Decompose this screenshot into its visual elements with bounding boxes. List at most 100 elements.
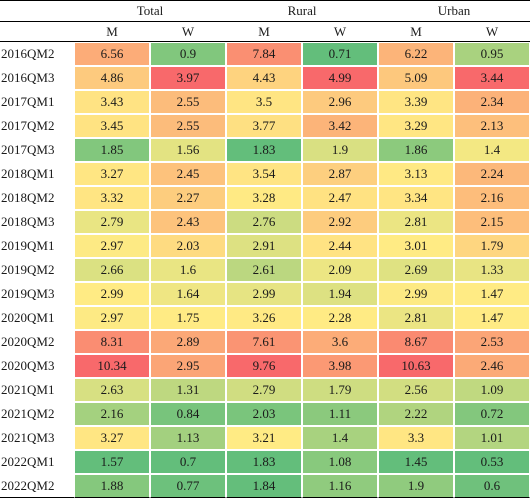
heatmap-cell: 1.16 bbox=[302, 474, 379, 498]
heatmap-cell: 2.56 bbox=[378, 378, 455, 402]
heatmap-cell: 0.7 bbox=[150, 450, 226, 474]
heatmap-cell: 2.91 bbox=[226, 234, 302, 258]
heatmap-cell: 1.47 bbox=[454, 306, 530, 330]
heatmap-cell: 2.09 bbox=[302, 258, 379, 282]
group-header-urban: Urban bbox=[378, 0, 530, 21]
group-header-row: Total Rural Urban bbox=[0, 0, 530, 21]
heatmap-cell: 3.29 bbox=[378, 114, 455, 138]
heatmap-cell: 2.92 bbox=[302, 210, 379, 234]
heatmap-cell: 3.21 bbox=[226, 426, 302, 450]
table-row: 2022QM1 1.57 0.7 1.83 1.08 1.45 0.53 bbox=[0, 450, 530, 474]
row-label: 2019QM2 bbox=[1, 262, 55, 277]
heatmap-cell: 7.61 bbox=[226, 330, 302, 354]
table-row: 2017QM2 3.45 2.55 3.77 3.42 3.29 2.13 bbox=[0, 114, 530, 138]
heatmap-cell: 1.85 bbox=[74, 138, 150, 162]
heatmap-cell: 2.79 bbox=[74, 210, 150, 234]
table-row: 2019QM1 2.97 2.03 2.91 2.44 3.01 1.79 bbox=[0, 234, 530, 258]
row-label: 2017QM1 bbox=[1, 94, 55, 109]
heatmap-cell: 2.55 bbox=[150, 114, 226, 138]
heatmap-cell: 3.34 bbox=[378, 186, 455, 210]
heatmap-cell: 3.44 bbox=[454, 66, 530, 90]
row-label: 2017QM3 bbox=[1, 142, 55, 157]
heatmap-cell: 4.86 bbox=[74, 66, 150, 90]
heatmap-cell: 3.43 bbox=[74, 90, 150, 114]
heatmap-cell: 2.45 bbox=[150, 162, 226, 186]
heatmap-cell: 1.84 bbox=[226, 474, 302, 498]
heatmap-cell: 8.67 bbox=[378, 330, 455, 354]
row-label: 2021QM3 bbox=[1, 430, 55, 445]
heatmap-cell: 1.86 bbox=[378, 138, 455, 162]
heatmap-cell: 3.42 bbox=[302, 114, 379, 138]
row-label: 2019QM1 bbox=[1, 238, 55, 253]
row-label: 2019QM3 bbox=[1, 286, 55, 301]
heatmap-cell: 3.5 bbox=[226, 90, 302, 114]
subgroup-header-rural-w: W bbox=[302, 21, 379, 42]
heatmap-cell: 1.75 bbox=[150, 306, 226, 330]
heatmap-cell: 2.81 bbox=[378, 210, 455, 234]
heatmap-cell: 2.16 bbox=[74, 402, 150, 426]
heatmap-cell: 1.31 bbox=[150, 378, 226, 402]
row-label: 2016QM2 bbox=[1, 46, 55, 61]
table-row: 2017QM3 1.85 1.56 1.83 1.9 1.86 1.4 bbox=[0, 138, 530, 162]
heatmap-cell: 2.63 bbox=[74, 378, 150, 402]
table-row: 2021QM3 3.27 1.13 3.21 1.4 3.3 1.01 bbox=[0, 426, 530, 450]
heatmap-cell: 0.84 bbox=[150, 402, 226, 426]
heatmap-cell: 3.27 bbox=[74, 426, 150, 450]
heatmap-cell: 1.64 bbox=[150, 282, 226, 306]
heatmap-cell: 1.94 bbox=[302, 282, 379, 306]
heatmap-cell: 1.56 bbox=[150, 138, 226, 162]
heatmap-cell: 2.34 bbox=[454, 90, 530, 114]
heatmap-cell: 1.47 bbox=[454, 282, 530, 306]
heatmap-cell: 2.24 bbox=[454, 162, 530, 186]
heatmap-cell: 0.77 bbox=[150, 474, 226, 498]
heatmap-cell: 1.79 bbox=[454, 234, 530, 258]
heatmap-cell: 3.01 bbox=[378, 234, 455, 258]
heatmap-cell: 1.11 bbox=[302, 402, 379, 426]
heatmap-cell: 1.83 bbox=[226, 138, 302, 162]
heatmap-cell: 2.76 bbox=[226, 210, 302, 234]
row-label: 2018QM2 bbox=[1, 190, 55, 205]
table-row: 2018QM1 3.27 2.45 3.54 2.87 3.13 2.24 bbox=[0, 162, 530, 186]
heatmap-cell: 10.34 bbox=[74, 354, 150, 378]
row-label: 2018QM1 bbox=[1, 166, 55, 181]
heatmap-cell: 0.6 bbox=[454, 474, 530, 498]
heatmap-cell: 1.01 bbox=[454, 426, 530, 450]
subgroup-header-total-w: W bbox=[150, 21, 226, 42]
table-row: 2021QM2 2.16 0.84 2.03 1.11 2.22 0.72 bbox=[0, 402, 530, 426]
heatmap-cell: 1.08 bbox=[302, 450, 379, 474]
heatmap-cell: 2.95 bbox=[150, 354, 226, 378]
heatmap-cell: 9.76 bbox=[226, 354, 302, 378]
subgroup-header-row: M W M W M W bbox=[0, 21, 530, 42]
heatmap-cell: 2.87 bbox=[302, 162, 379, 186]
heatmap-cell: 6.56 bbox=[74, 42, 150, 66]
subgroup-header-rural-m: M bbox=[226, 21, 302, 42]
heatmap-cell: 4.99 bbox=[302, 66, 379, 90]
heatmap-cell: 3.45 bbox=[74, 114, 150, 138]
heatmap-cell: 1.6 bbox=[150, 258, 226, 282]
heatmap-cell: 3.39 bbox=[378, 90, 455, 114]
heatmap-cell: 0.9 bbox=[150, 42, 226, 66]
row-label: 2020QM1 bbox=[1, 310, 55, 325]
heatmap-cell: 0.71 bbox=[302, 42, 379, 66]
heatmap-cell: 2.27 bbox=[150, 186, 226, 210]
heatmap-cell: 2.66 bbox=[74, 258, 150, 282]
heatmap-cell: 1.57 bbox=[74, 450, 150, 474]
heatmap-cell: 2.28 bbox=[302, 306, 379, 330]
heatmap-cell: 6.22 bbox=[378, 42, 455, 66]
heatmap-cell: 1.45 bbox=[378, 450, 455, 474]
row-label: 2020QM3 bbox=[1, 358, 55, 373]
heatmap-cell: 3.3 bbox=[378, 426, 455, 450]
heatmap-cell: 3.54 bbox=[226, 162, 302, 186]
heatmap-cell: 3.6 bbox=[302, 330, 379, 354]
heatmap-cell: 2.81 bbox=[378, 306, 455, 330]
heatmap-cell: 4.43 bbox=[226, 66, 302, 90]
heatmap-cell: 10.63 bbox=[378, 354, 455, 378]
heatmap-cell: 2.22 bbox=[378, 402, 455, 426]
heatmap-cell: 1.88 bbox=[74, 474, 150, 498]
subgroup-header-total-m: M bbox=[74, 21, 150, 42]
table-row: 2020QM3 10.34 2.95 9.76 3.98 10.63 2.46 bbox=[0, 354, 530, 378]
heatmap-cell: 2.13 bbox=[454, 114, 530, 138]
corner-cell-2 bbox=[0, 21, 74, 42]
table-row: 2018QM3 2.79 2.43 2.76 2.92 2.81 2.15 bbox=[0, 210, 530, 234]
heatmap-cell: 2.46 bbox=[454, 354, 530, 378]
